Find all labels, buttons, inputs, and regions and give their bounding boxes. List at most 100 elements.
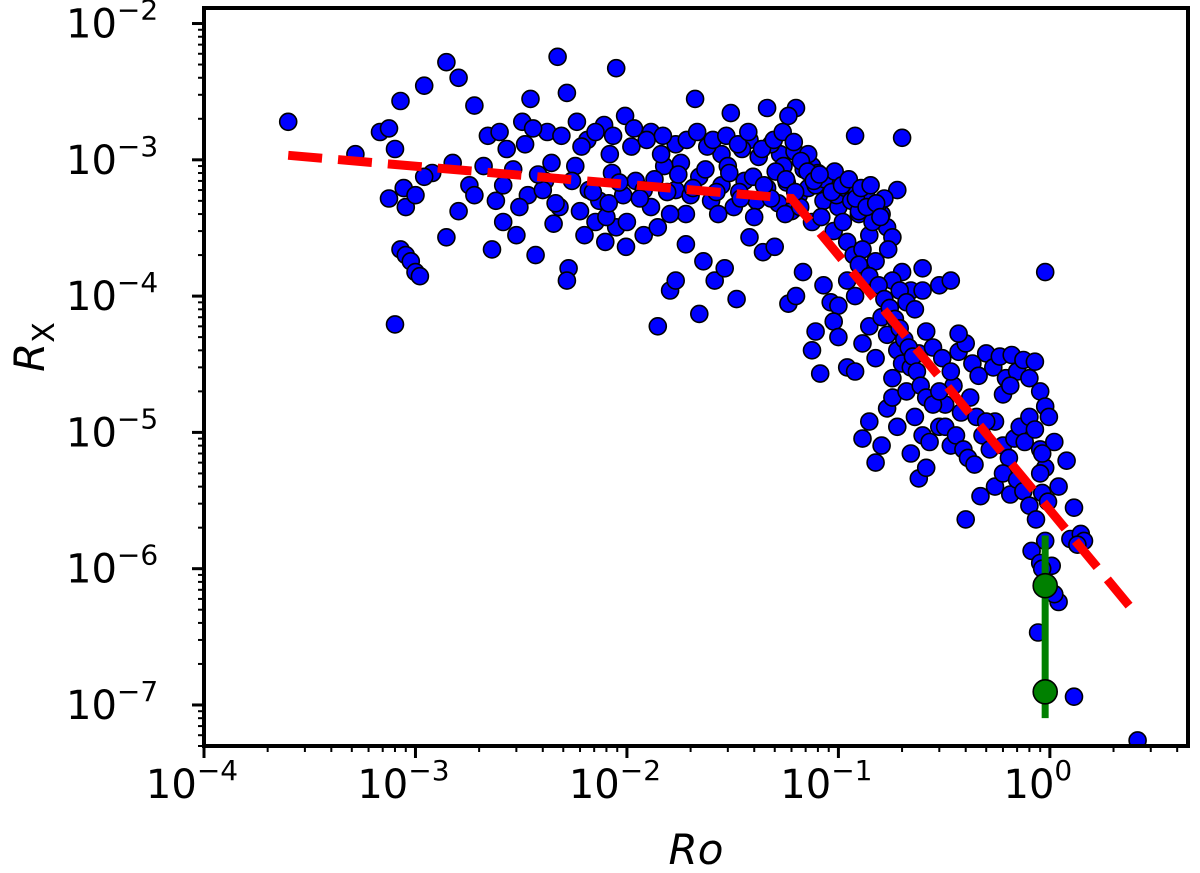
data-point — [892, 128, 912, 148]
data-point — [905, 407, 925, 427]
data-point — [1049, 477, 1068, 496]
y-tick-label: 10−4 — [66, 266, 158, 320]
x-tick-label: 10−1 — [780, 754, 872, 808]
data-point — [1045, 432, 1064, 452]
data-point — [920, 432, 939, 452]
y-tick-label: 10−6 — [66, 539, 158, 593]
data-point — [1057, 451, 1076, 471]
data-point — [786, 286, 806, 306]
data-point — [637, 130, 657, 150]
data-point — [510, 197, 529, 217]
data-point — [719, 163, 739, 183]
data-point — [694, 251, 713, 271]
data-point — [1064, 498, 1084, 518]
data-point — [913, 281, 932, 300]
y-tick-label: 10−2 — [66, 0, 158, 48]
data-point — [956, 510, 976, 529]
data-point — [853, 334, 872, 353]
data-point — [533, 180, 553, 200]
errorbar-point — [1032, 572, 1058, 599]
data-point — [544, 214, 563, 233]
data-point — [845, 286, 865, 306]
data-point — [1030, 464, 1050, 483]
data-point — [557, 83, 577, 103]
data-point — [744, 207, 764, 227]
x-tick-label: 10−3 — [357, 754, 449, 808]
data-point — [615, 106, 635, 126]
data-point — [913, 258, 932, 278]
data-point — [941, 271, 961, 290]
data-point — [689, 304, 709, 324]
data-point — [622, 137, 641, 156]
data-point — [606, 58, 626, 78]
data-point — [603, 126, 623, 146]
data-point — [572, 137, 591, 156]
data-point — [414, 76, 434, 95]
data-point — [557, 271, 577, 290]
x-axis-title: Ro — [669, 825, 724, 873]
data-point — [482, 240, 502, 259]
data-point — [853, 429, 872, 448]
data-point — [490, 122, 509, 142]
data-point — [901, 444, 921, 463]
axes: 10−4 10−3 10−2 10−1 100 10−7 10−6 10−5 10−4 10−3 1… — [66, 0, 1190, 808]
data-point — [1064, 687, 1084, 707]
data-point — [526, 245, 545, 265]
data-point — [810, 364, 830, 383]
data-point — [932, 348, 952, 368]
data-point — [775, 204, 795, 224]
data-point — [493, 176, 513, 195]
data-point — [1039, 407, 1059, 427]
data-point — [793, 262, 813, 282]
data-point — [1015, 432, 1034, 452]
data-point — [859, 412, 879, 431]
data-point — [1020, 368, 1039, 388]
data-point — [971, 486, 990, 506]
data-point — [1025, 420, 1045, 439]
data-point — [1026, 510, 1046, 529]
data-point — [845, 362, 865, 381]
data-point — [1032, 444, 1052, 463]
data-point — [406, 185, 425, 205]
data-point — [872, 436, 891, 455]
data-point — [465, 185, 484, 205]
data-point — [929, 382, 949, 401]
data-point — [634, 225, 654, 245]
data-point — [414, 167, 434, 187]
data-point — [738, 122, 758, 142]
data-point — [616, 237, 636, 257]
data-point — [811, 207, 831, 227]
data-point — [396, 197, 416, 217]
data-point — [617, 212, 637, 232]
data-point — [575, 225, 594, 245]
data-point — [1000, 376, 1020, 396]
data-point — [676, 204, 696, 224]
data-point — [845, 126, 865, 146]
data-point — [687, 122, 707, 142]
data-point — [449, 201, 468, 221]
data-point — [871, 207, 890, 227]
data-point — [385, 315, 405, 334]
data-point — [385, 139, 405, 159]
data-point — [866, 348, 885, 368]
data-point — [278, 112, 298, 132]
data-point — [548, 47, 567, 67]
y-axis-title: RX — [5, 322, 62, 372]
data-point — [497, 139, 517, 159]
data-point — [829, 327, 848, 347]
data-point — [887, 417, 907, 437]
data-point — [599, 194, 619, 213]
data-layer — [278, 47, 1147, 746]
data-point — [696, 160, 715, 179]
errorbar-point — [1032, 678, 1058, 705]
data-point — [521, 89, 540, 109]
data-point — [391, 91, 410, 111]
plot-frame — [202, 6, 1190, 748]
data-point — [810, 165, 829, 184]
data-point — [705, 271, 725, 290]
data-point — [379, 189, 399, 208]
data-point — [949, 324, 968, 344]
data-point — [437, 228, 456, 247]
data-point — [905, 299, 925, 319]
